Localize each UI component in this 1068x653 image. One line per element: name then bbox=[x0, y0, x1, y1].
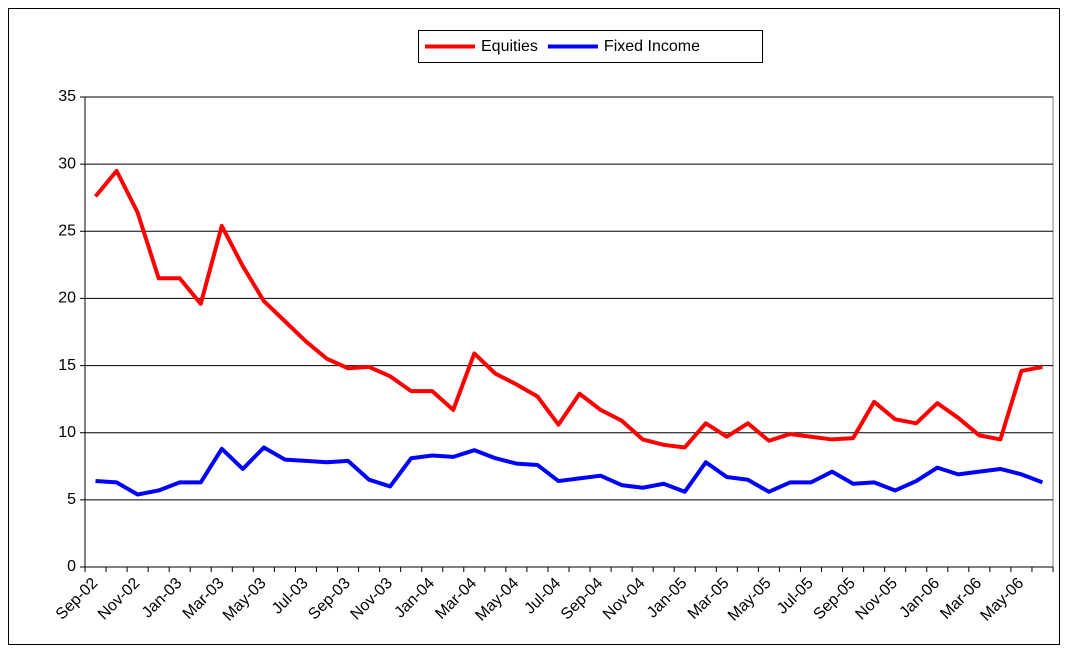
y-tick-label: 20 bbox=[58, 290, 76, 307]
y-tick-label: 15 bbox=[58, 357, 76, 374]
plot-area bbox=[84, 96, 1054, 568]
legend-label: Equities bbox=[481, 38, 538, 55]
y-tick-label: 30 bbox=[58, 155, 76, 172]
y-tick-label: 5 bbox=[67, 491, 76, 508]
y-tick-label: 35 bbox=[58, 88, 76, 105]
legend-label: Fixed Income bbox=[604, 38, 700, 55]
y-tick-label: 25 bbox=[58, 223, 76, 240]
line-series bbox=[95, 445, 1044, 497]
y-tick-label: 10 bbox=[58, 424, 76, 441]
legend: Equities Fixed Income bbox=[425, 38, 700, 55]
line-series bbox=[93, 168, 1043, 450]
y-tick-label: 0 bbox=[67, 558, 76, 575]
